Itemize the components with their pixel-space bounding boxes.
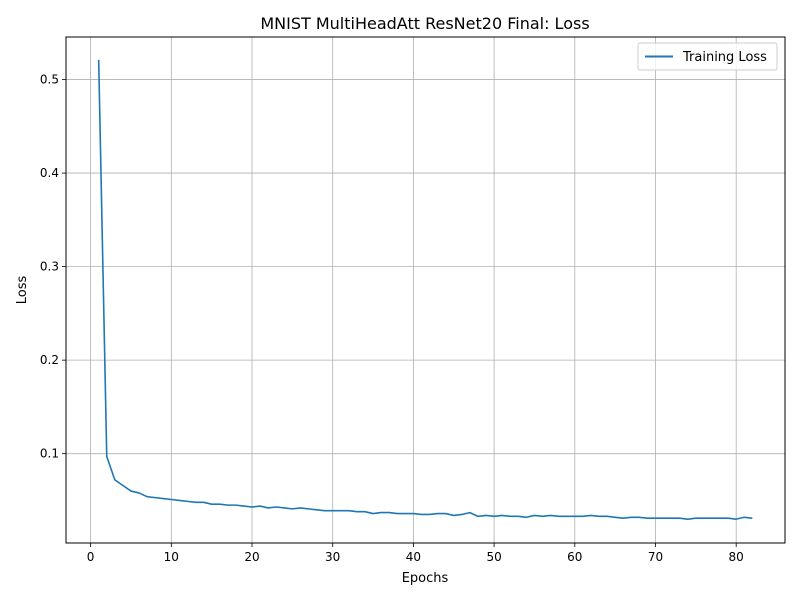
y-tick-label: 0.3	[40, 260, 59, 274]
legend-label: Training Loss	[682, 50, 767, 65]
x-tick-label: 10	[164, 550, 179, 564]
y-tick-label: 0.1	[40, 447, 59, 461]
x-tick-label: 40	[406, 550, 421, 564]
x-tick-label: 80	[729, 550, 744, 564]
chart-title: MNIST MultiHeadAtt ResNet20 Final: Loss	[260, 14, 589, 33]
x-axis-ticks: 0 10 20 30 40 50 60 70 80	[87, 543, 744, 564]
x-tick-label: 50	[486, 550, 501, 564]
axes-frame	[65, 36, 786, 544]
x-tick-label: 0	[87, 550, 95, 564]
x-tick-label: 70	[648, 550, 663, 564]
x-tick-label: 30	[325, 550, 340, 564]
grid-lines	[66, 37, 785, 543]
legend-box	[637, 42, 778, 71]
x-axis-label: Epochs	[402, 571, 449, 586]
y-tick-label: 0.4	[40, 166, 59, 180]
x-tick-label: 60	[567, 550, 582, 564]
y-tick-label: 0.2	[40, 353, 59, 367]
legend: Training Loss	[637, 42, 778, 71]
training-loss-line	[97, 59, 753, 520]
y-axis-label: Loss	[15, 276, 30, 305]
y-axis-ticks: 0.1 0.2 0.3 0.4 0.5	[40, 73, 66, 461]
x-tick-label: 20	[244, 550, 259, 564]
series-layer	[97, 59, 753, 520]
y-tick-label: 0.5	[40, 73, 59, 87]
